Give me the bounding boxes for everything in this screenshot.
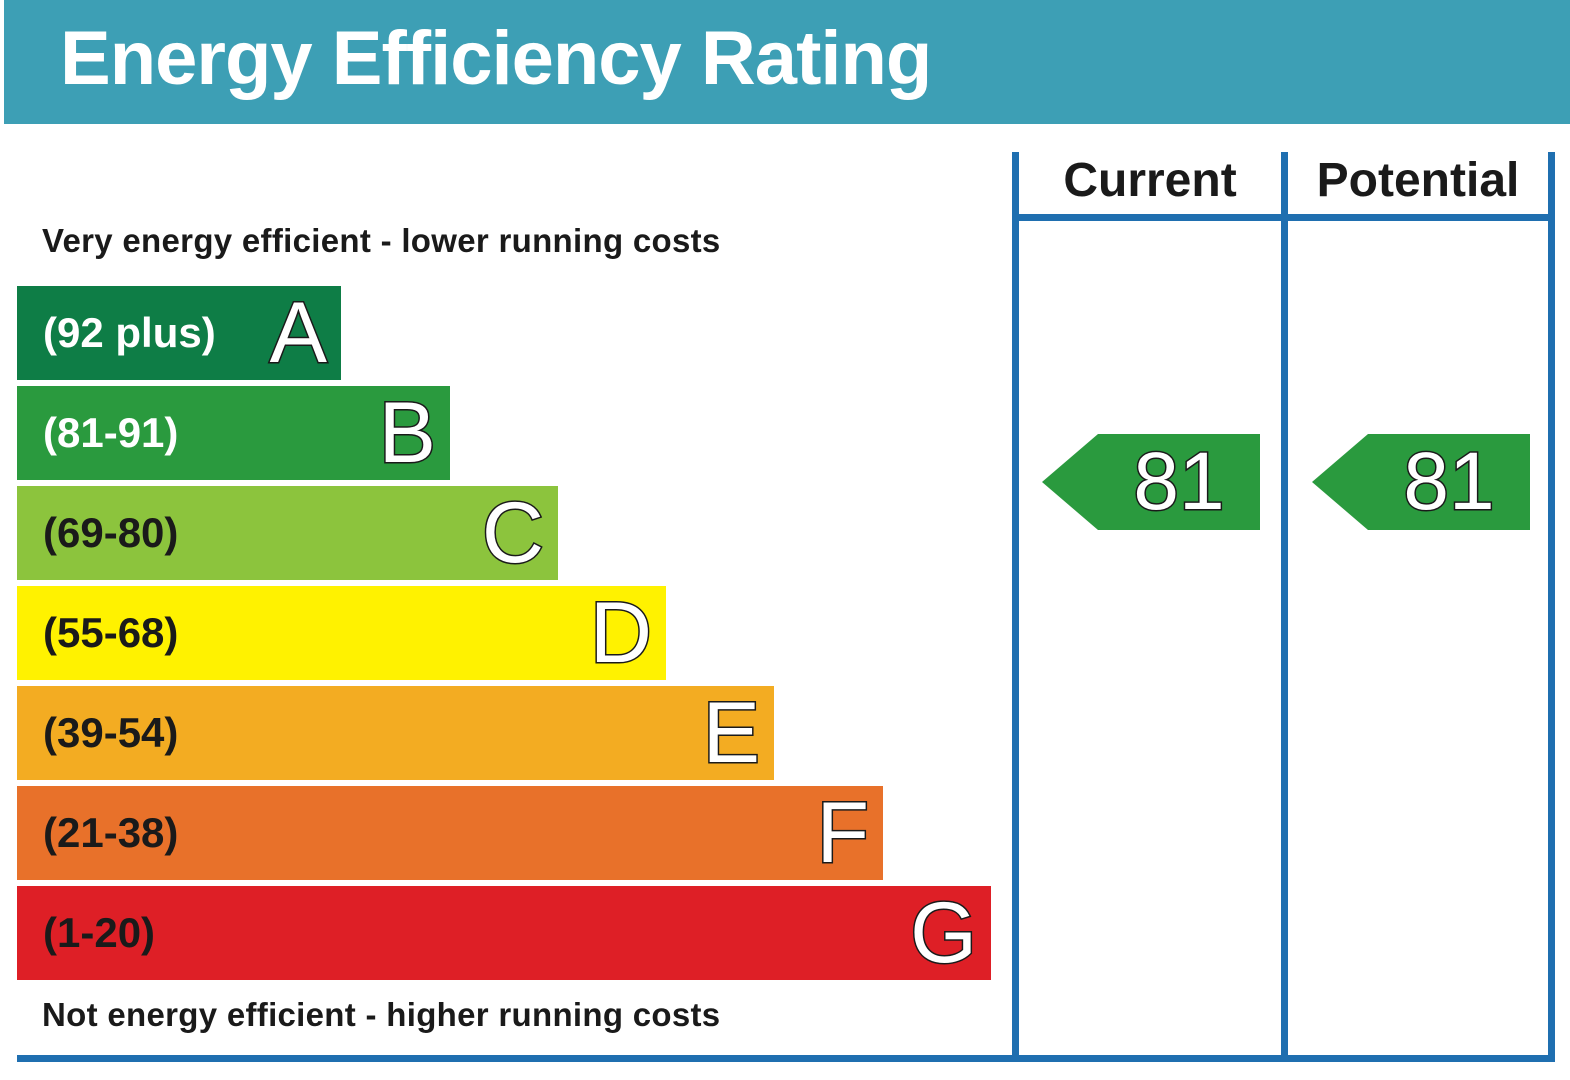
rating-band-g: (1-20) G — [17, 885, 991, 982]
column-header-potential: Potential — [1316, 154, 1520, 207]
frame-right-line — [1548, 152, 1555, 1060]
note-efficient: Very energy efficient - lower running co… — [42, 222, 721, 259]
band-letter: B — [377, 385, 437, 482]
band-letter: F — [815, 785, 871, 882]
band-letter: D — [588, 585, 653, 682]
note-inefficient: Not energy efficient - higher running co… — [42, 996, 721, 1033]
band-letter: A — [268, 285, 328, 382]
current-arrow-shape — [1042, 434, 1260, 530]
frame-bottom-line — [17, 1055, 1555, 1062]
potential-rating-value: 81 — [1402, 435, 1496, 529]
rating-band-d: (55-68) D — [17, 585, 666, 682]
band-letter: C — [480, 485, 545, 582]
current-rating-arrow: 81 — [1042, 434, 1260, 530]
band-range-label: (81-91) — [43, 409, 179, 456]
band-range-label: (92 plus) — [43, 309, 216, 356]
band-range-label: (55-68) — [43, 609, 179, 656]
band-letter: G — [909, 885, 979, 982]
header-banner: Energy Efficiency Rating — [4, 0, 1570, 124]
rating-band-f: (21-38) F — [17, 785, 883, 882]
band-range-label: (1-20) — [43, 909, 156, 956]
band-range-label: (21-38) — [43, 809, 179, 856]
rating-band-e: (39-54) E — [17, 685, 774, 782]
frame-divider-line — [1281, 152, 1288, 1060]
rating-band-a: (92 plus) A — [17, 285, 341, 382]
potential-rating-arrow: 81 — [1312, 434, 1530, 530]
rating-band-c: (69-80) C — [17, 485, 558, 582]
page-title: Energy Efficiency Rating — [60, 16, 932, 101]
rating-band-b: (81-91) B — [17, 385, 450, 482]
potential-arrow-shape — [1312, 434, 1530, 530]
column-header-current: Current — [1063, 154, 1237, 207]
band-range-label: (69-80) — [43, 509, 179, 556]
frame-left-line — [1012, 152, 1019, 1060]
current-rating-value: 81 — [1132, 435, 1226, 529]
band-letter: E — [701, 685, 761, 782]
frame-header-line — [1012, 214, 1555, 221]
band-range-label: (39-54) — [43, 709, 179, 756]
